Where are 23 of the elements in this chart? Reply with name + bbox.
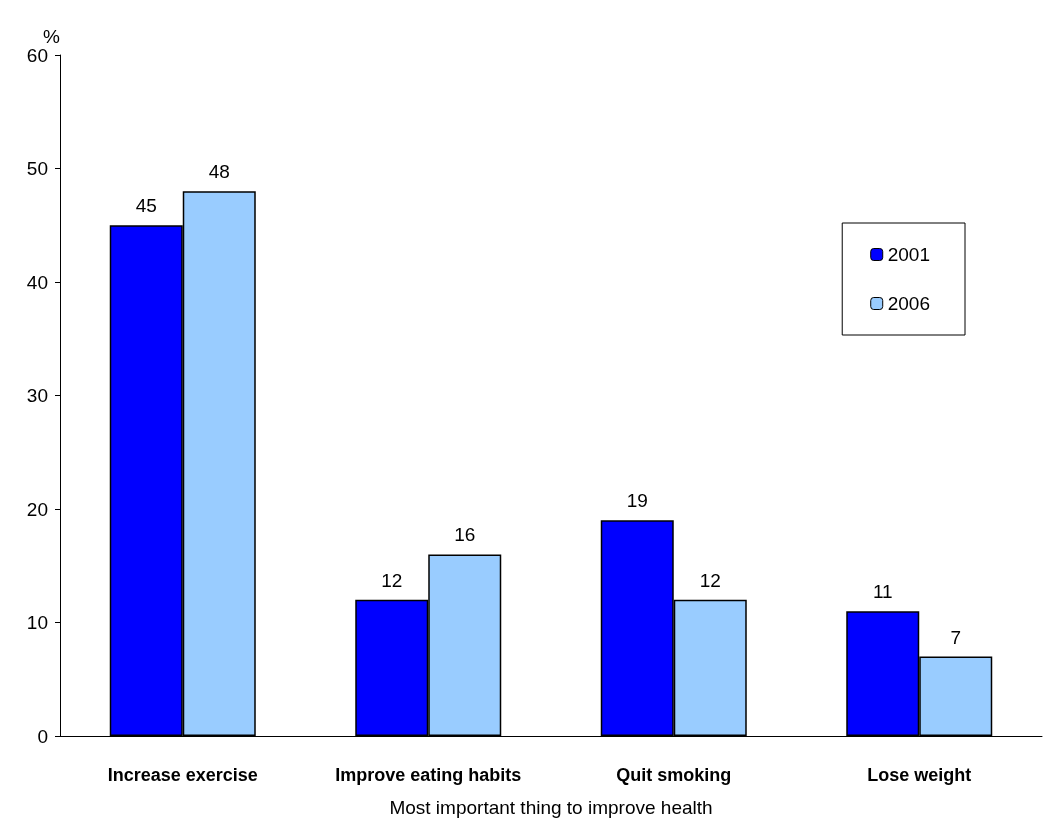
- data-label: 45: [135, 195, 157, 217]
- x-tick-label: Lose weight: [867, 765, 972, 785]
- y-axis-title: %: [43, 25, 61, 47]
- y-tick-label: 40: [26, 271, 48, 293]
- data-label: 12: [381, 569, 403, 591]
- data-label: 11: [872, 581, 893, 603]
- x-axis-title: Most important thing to improve health: [389, 797, 713, 818]
- x-tick-label: Quit smoking: [616, 765, 732, 785]
- y-tick-label: 10: [26, 612, 48, 633]
- x-tick-label: Increase exercise: [107, 765, 258, 785]
- y-tick-label: 0: [37, 725, 48, 747]
- data-label: 19: [626, 490, 648, 512]
- y-tick-label: 60: [26, 44, 48, 66]
- data-label: 7: [950, 626, 962, 648]
- y-tick-label: 30: [26, 385, 48, 406]
- data-label: 16: [454, 524, 476, 546]
- x-tick-label: Improve eating habits: [335, 765, 522, 785]
- data-label: 12: [699, 569, 721, 591]
- y-tick-label: 50: [26, 158, 48, 179]
- data-label: 48: [208, 161, 230, 183]
- y-tick-label: 20: [26, 498, 48, 520]
- legend-label: 2006: [887, 293, 931, 314]
- legend-label: 2001: [887, 244, 931, 265]
